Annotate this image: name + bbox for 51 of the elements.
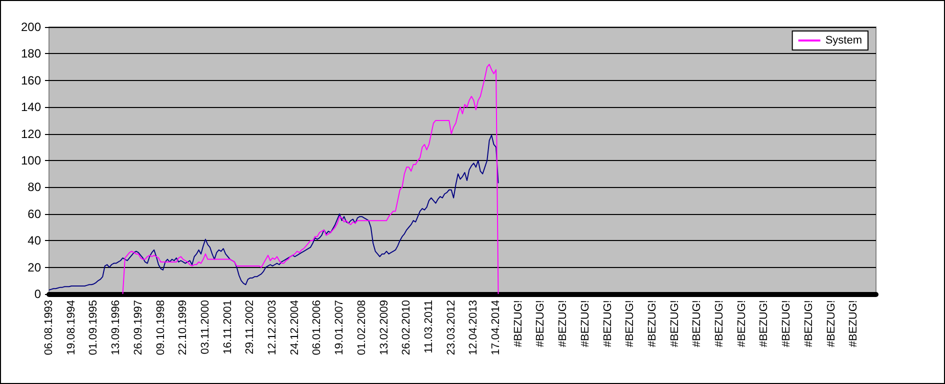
x-tick-label: 09.10.1998 <box>154 300 167 356</box>
y-tick-label: 180 <box>20 46 42 61</box>
x-tick-label: 26.09.1997 <box>132 300 144 356</box>
x-tick-label: #BEZUG! <box>848 300 860 348</box>
x-tick-label: 11.03.2011 <box>422 300 435 354</box>
x-tick-label: #BEZUG! <box>825 300 838 348</box>
y-tick-label: 140 <box>20 100 42 114</box>
x-tick-label: #BEZUG! <box>802 300 815 348</box>
x-tick-label: #BEZUG! <box>758 300 770 348</box>
y-tick-label: 40 <box>28 234 42 248</box>
x-tick-label: 23.03.2012 <box>445 300 458 356</box>
x-tick-label: 12.04.2013 <box>468 300 480 356</box>
x-tick-label: #BEZUG! <box>691 300 704 348</box>
x-tick-label: 22.10.1999 <box>177 300 190 356</box>
x-tick-label: #BEZUG! <box>714 300 726 348</box>
x-tick-label: #BEZUG! <box>557 300 570 348</box>
x-tick-label: 26.02.2010 <box>400 300 413 356</box>
x-tick-label: 24.12.2004 <box>288 300 301 356</box>
line-series <box>122 64 499 294</box>
x-tick-label: #BEZUG! <box>534 300 547 348</box>
x-tick-label: 17.04.2014 <box>490 300 502 356</box>
y-tick-label: 120 <box>20 126 42 141</box>
y-tick-label: 160 <box>20 73 42 88</box>
y-tick-label: 60 <box>28 206 42 221</box>
x-tick-label: 19.01.2007 <box>334 300 346 356</box>
y-tick-label: 0 <box>34 287 42 301</box>
line-series <box>48 134 499 290</box>
x-tick-label: 19.08.1994 <box>65 300 78 356</box>
y-tick-label: 20 <box>28 260 42 274</box>
legend-label: System <box>825 34 862 46</box>
x-tick-label: #BEZUG! <box>602 300 614 348</box>
y-tick-label: 100 <box>20 154 42 168</box>
x-tick-label: #BEZUG! <box>512 300 524 348</box>
x-tick-label: 03.11.2000 <box>199 300 212 354</box>
x-tick-label: #BEZUG! <box>736 300 748 348</box>
y-tick-label: 80 <box>28 180 42 194</box>
x-tick-label: #BEZUG! <box>780 300 793 348</box>
x-tick-label: 01.02.2008 <box>356 300 368 356</box>
x-tick-label: 01.09.1995 <box>88 300 100 356</box>
x-tick-label: 13.09.1996 <box>110 300 122 356</box>
x-tick-label: 29.11.2002 <box>244 300 256 354</box>
x-tick-label: #BEZUG! <box>646 300 658 348</box>
x-tick-label: 16.11.2001 <box>222 300 234 354</box>
x-tick-label: 12.12.2003 <box>266 300 279 356</box>
x-tick-label: 13.02.2009 <box>378 300 390 356</box>
x-tick-label: 06.01.2006 <box>311 300 324 356</box>
x-tick-label: #BEZUG! <box>668 300 681 348</box>
y-tick-label: 200 <box>20 20 42 34</box>
x-tick-label: #BEZUG! <box>624 300 636 348</box>
x-tick-label: #BEZUG! <box>579 300 592 348</box>
x-tick-label: 06.08.1993 <box>43 300 55 356</box>
